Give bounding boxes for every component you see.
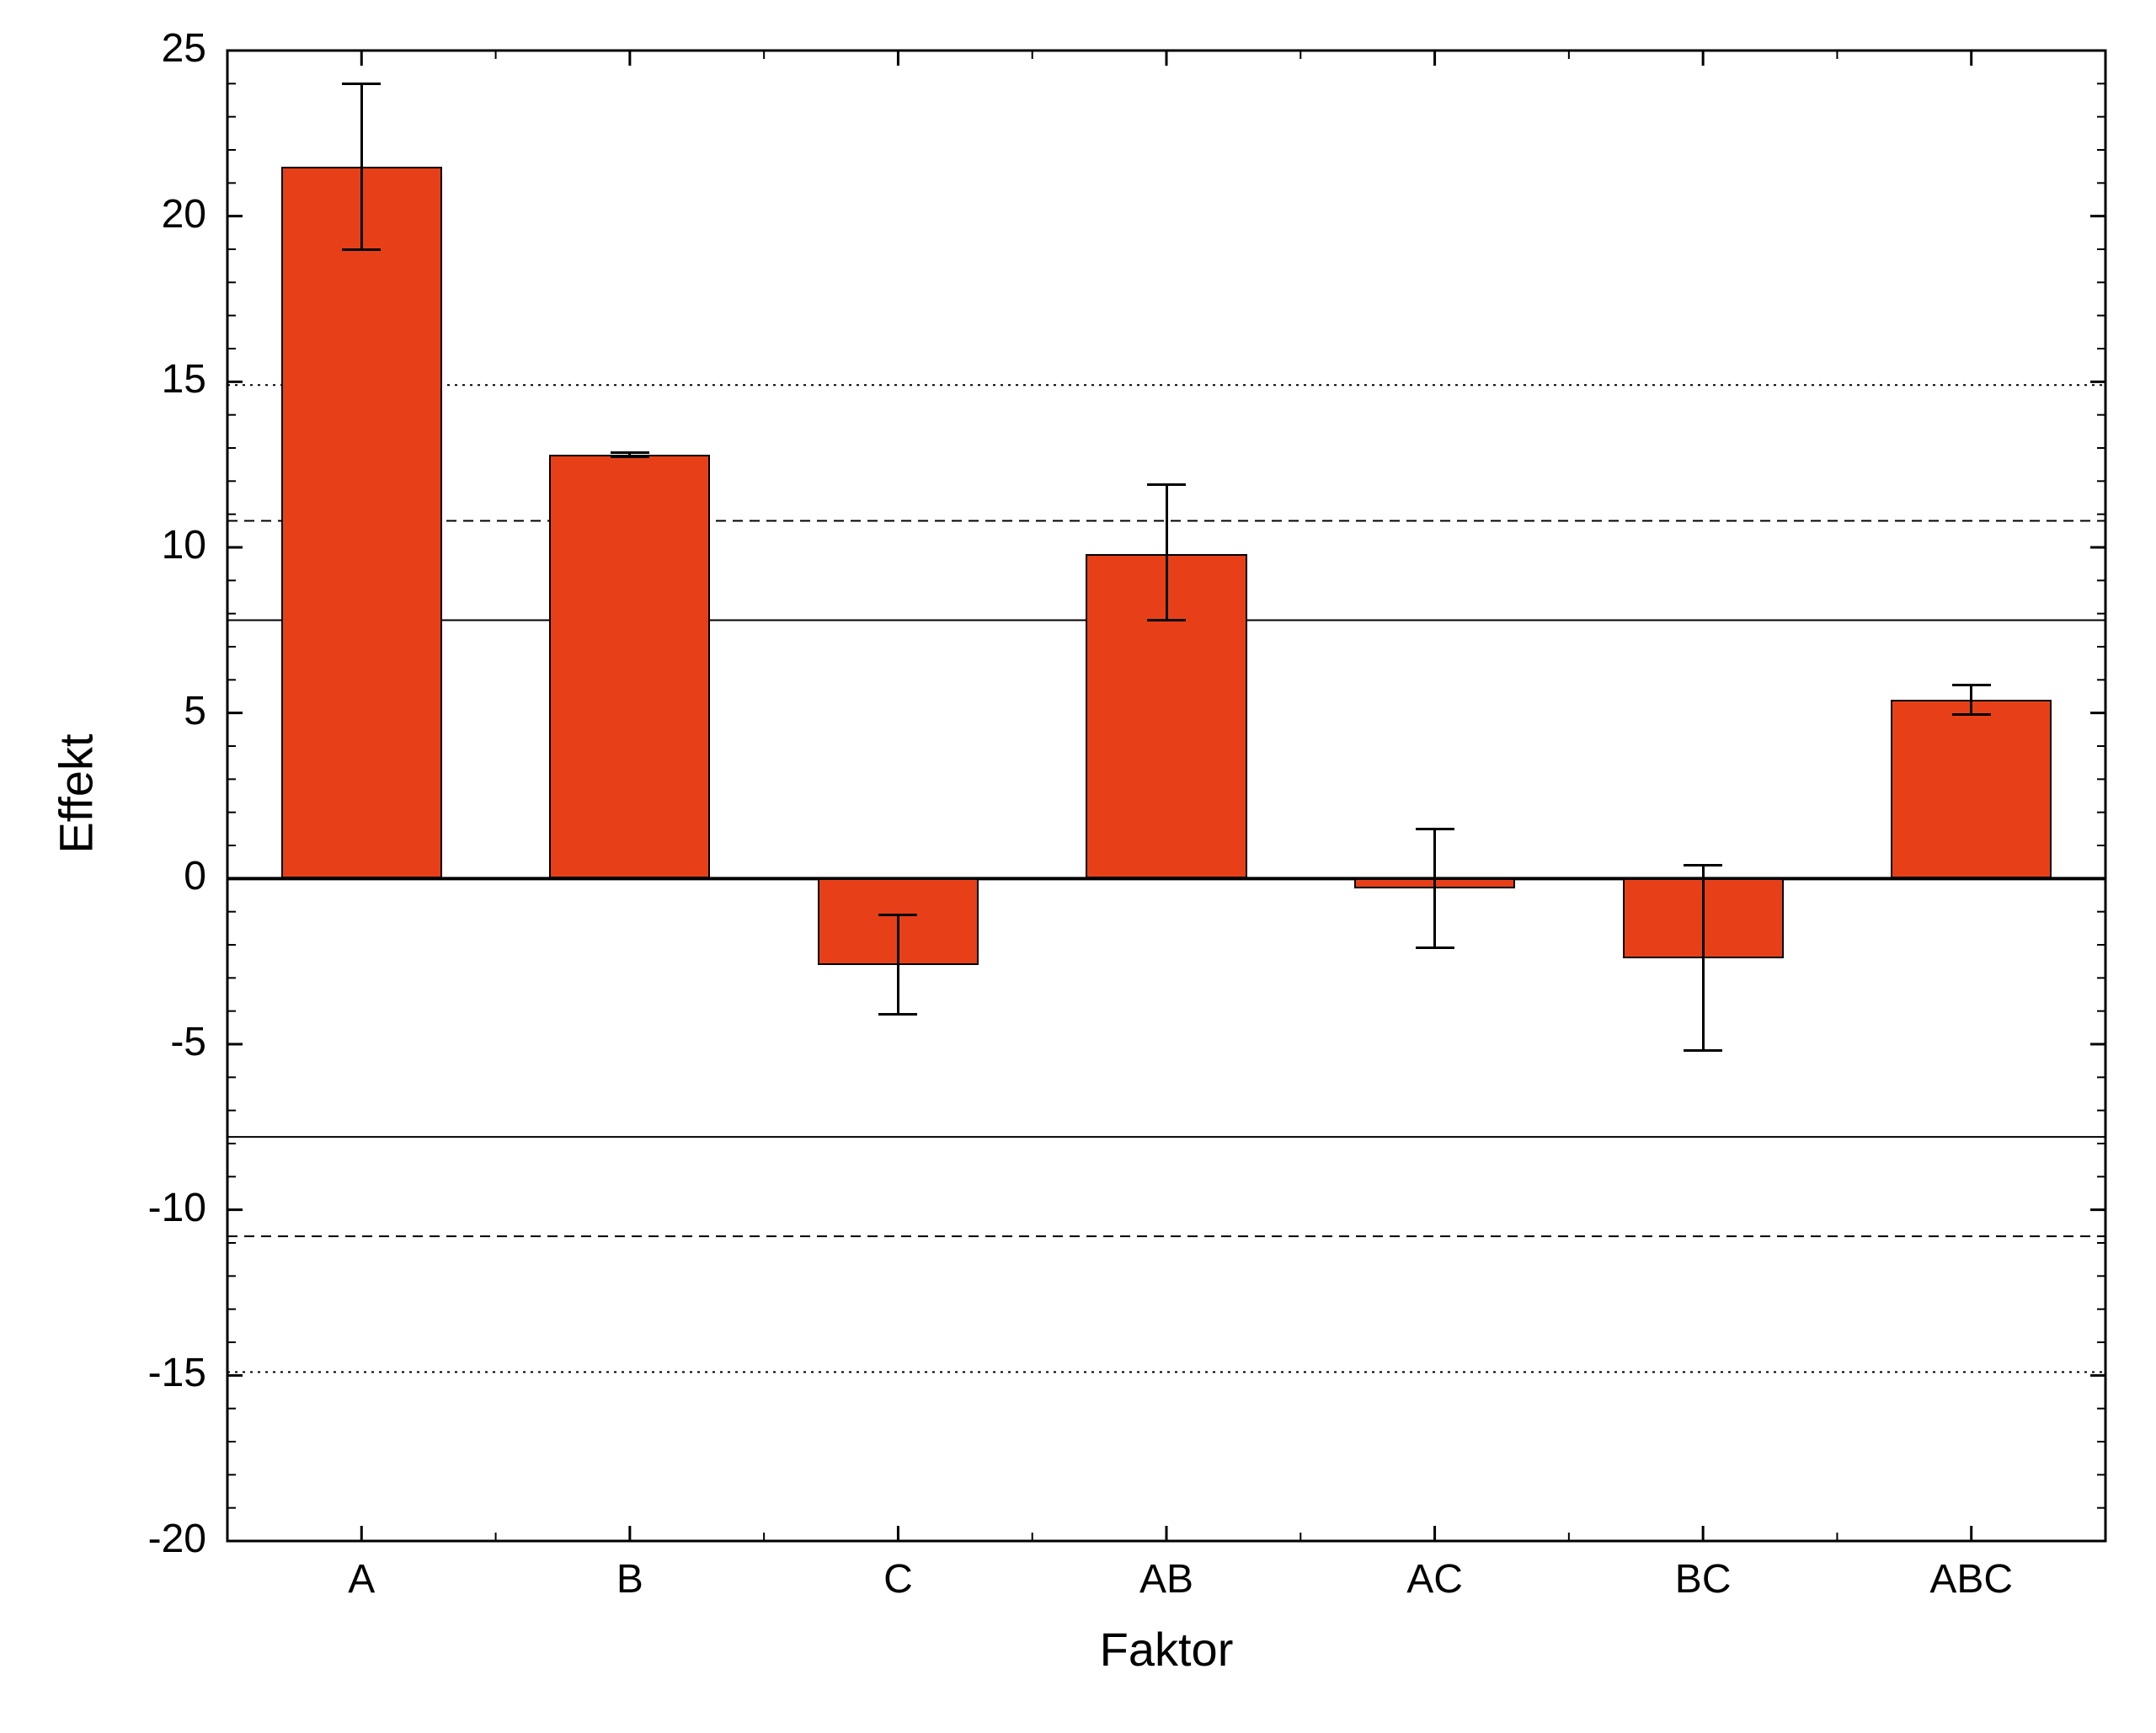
errorbar <box>1433 829 1436 948</box>
errorbar-cap <box>1952 713 1991 716</box>
x-axis-label: Faktor <box>227 1622 2105 1677</box>
bar-B <box>549 455 710 878</box>
effect-bar-chart: -20-15-10-50510152025ABCABACBCABCEffektF… <box>0 0 2156 1733</box>
x-tick-label: C <box>797 1556 999 1602</box>
errorbar-cap <box>1684 1049 1722 1052</box>
errorbar-cap <box>1147 619 1186 621</box>
x-tick-label: BC <box>1602 1556 1804 1602</box>
y-axis-label: Effekt <box>49 668 104 920</box>
y-tick-label: 15 <box>0 356 206 403</box>
y-tick-label: -10 <box>0 1185 206 1231</box>
y-tick-label: 20 <box>0 191 206 237</box>
x-tick-label: AC <box>1334 1556 1536 1602</box>
errorbar-cap <box>342 248 381 251</box>
x-tick-label: ABC <box>1870 1556 2073 1602</box>
bar-A <box>281 167 442 879</box>
errorbar <box>897 915 899 1015</box>
errorbar <box>1166 484 1168 620</box>
errorbar-cap <box>1416 828 1454 830</box>
errorbar-cap <box>611 456 649 458</box>
errorbar-cap <box>342 83 381 85</box>
x-tick-label: AB <box>1065 1556 1267 1602</box>
y-tick-label: -15 <box>0 1350 206 1396</box>
x-tick-label: B <box>529 1556 731 1602</box>
y-tick-label: 0 <box>0 853 206 899</box>
errorbar-cap <box>1952 684 1991 686</box>
y-tick-label: 10 <box>0 522 206 568</box>
x-tick-label: A <box>260 1556 462 1602</box>
y-tick-label: 5 <box>0 688 206 734</box>
y-tick-label: -5 <box>0 1019 206 1065</box>
errorbar-cap <box>1416 946 1454 949</box>
errorbar <box>1702 866 1705 1051</box>
errorbar-cap <box>1147 483 1186 486</box>
errorbar <box>1970 685 1972 714</box>
errorbar <box>360 83 363 249</box>
bar-ABC <box>1891 700 2052 878</box>
y-tick-label: -20 <box>0 1516 206 1562</box>
y-tick-label: 25 <box>0 25 206 72</box>
errorbar-cap <box>611 451 649 454</box>
errorbar-cap <box>1684 864 1722 866</box>
errorbar-cap <box>878 1013 917 1016</box>
errorbar-cap <box>878 914 917 916</box>
